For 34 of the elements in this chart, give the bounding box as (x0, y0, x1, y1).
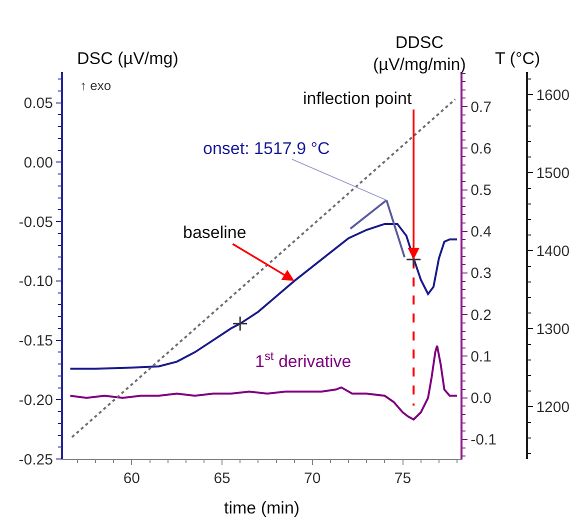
y3-tick-label: 1300 (536, 320, 570, 338)
y2-tick-label: 0.7 (470, 98, 492, 116)
y3-axis-title: T (°C) (495, 49, 540, 68)
y3-tick-label: 1200 (536, 398, 570, 416)
series-label: 1$^{st}$ derivative (255, 349, 352, 372)
y2-tick-label: 0.0 (470, 390, 492, 408)
y2-tick-label: 0.5 (470, 182, 492, 200)
y-tick-label: 0.00 (24, 154, 53, 172)
y2-tick-label: 0.3 (470, 265, 492, 282)
annotation: baseline (183, 223, 246, 242)
y3-tick-label: 1500 (536, 164, 570, 182)
y-tick-label: 0.05 (24, 95, 53, 112)
annotation: inflection point (303, 89, 412, 108)
y-tick-label: -0.10 (18, 273, 53, 290)
x-tick-label: 75 (394, 470, 412, 487)
y3-tick-label: 1600 (536, 86, 570, 104)
y2-tick-label: 0.2 (470, 306, 492, 324)
x-tick-label: 60 (123, 470, 140, 487)
y-tick-label: -0.05 (18, 214, 53, 231)
y2-tick-label: -0.1 (470, 432, 496, 449)
y2-axis-title: DDSC (µV/mg/min) (373, 33, 466, 74)
y-tick-label: -0.25 (18, 451, 53, 468)
y2-tick-label: 0.1 (470, 348, 492, 366)
y-axis-title: DSC (µV/mg) (77, 49, 178, 68)
y2-tick-label: 0.6 (470, 140, 492, 158)
y-tick-label: -0.15 (18, 332, 53, 350)
annotation: ↑ exo (80, 78, 112, 93)
y2-tick-label: 0.4 (470, 224, 492, 241)
annotation: onset: 1517.9 °C (203, 139, 330, 158)
y-tick-label: -0.20 (18, 392, 53, 409)
x-tick-label: 65 (214, 470, 230, 487)
x-tick-label: 70 (304, 470, 321, 487)
x-axis-title: time (min) (224, 498, 300, 518)
y3-tick-label: 1400 (536, 242, 570, 260)
